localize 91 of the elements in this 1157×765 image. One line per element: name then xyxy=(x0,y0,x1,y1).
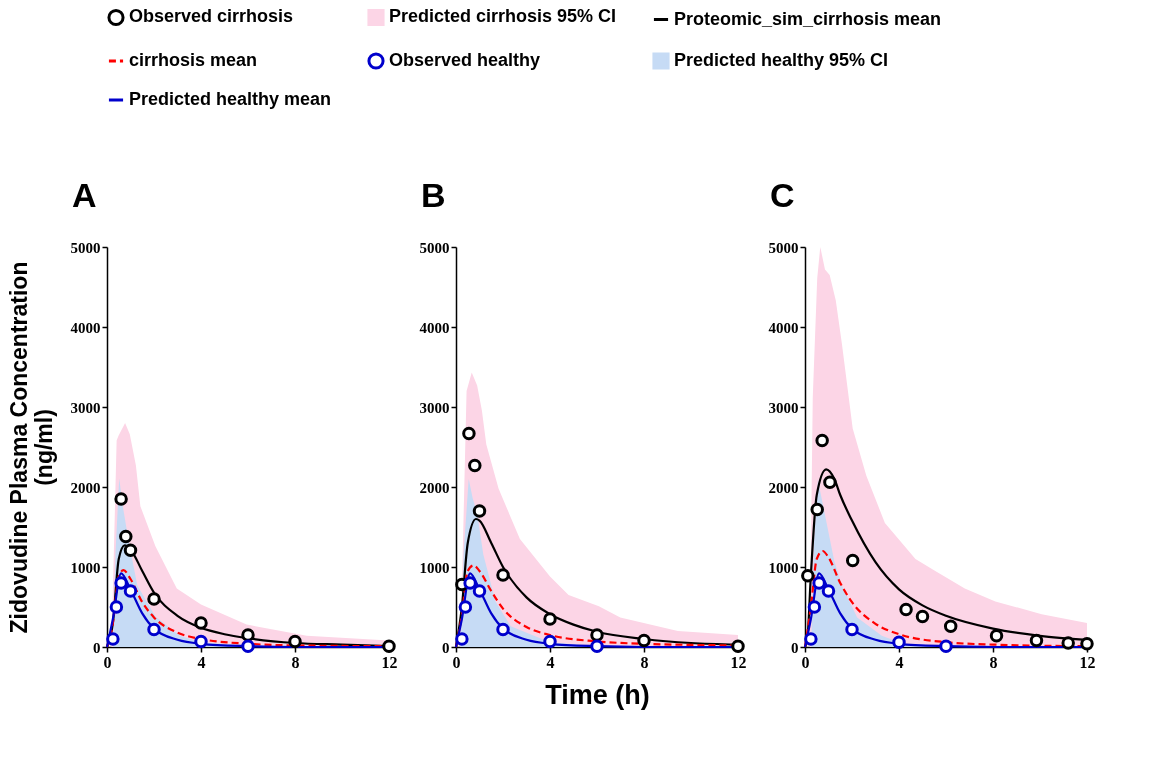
point xyxy=(804,632,818,646)
y-tick-label: 5000 xyxy=(768,239,799,256)
y-tick-label: 4000 xyxy=(70,319,101,336)
y-tick-label: 5000 xyxy=(70,239,101,256)
point xyxy=(899,602,913,617)
chart-title: C xyxy=(770,176,795,214)
point xyxy=(590,628,604,642)
x-tick-label: 4 xyxy=(895,653,904,671)
x-tick-label: 0 xyxy=(801,653,810,671)
y-tick-label: 3000 xyxy=(419,399,450,416)
y-tick-label: 2000 xyxy=(768,479,799,496)
y-tick-label: 4000 xyxy=(768,319,799,336)
y-axis-title: Zidovudine Plasma Concentration (ng/ml) xyxy=(5,261,57,634)
x-tick-label: 8 xyxy=(640,653,649,671)
y-tick-label: 4000 xyxy=(419,319,450,336)
legend-label: Predicted healthy 95% CI xyxy=(674,50,889,70)
y-tick-label: 0 xyxy=(442,639,450,656)
point xyxy=(731,639,745,653)
point xyxy=(288,634,302,649)
point xyxy=(543,612,557,626)
y-tick-label: 2000 xyxy=(419,479,450,496)
point xyxy=(114,492,128,506)
x-tick-label: 0 xyxy=(103,653,112,671)
y-tick-label: 3000 xyxy=(70,399,101,416)
point xyxy=(455,632,469,646)
point xyxy=(496,568,510,582)
point xyxy=(939,639,953,653)
x-tick-label: 8 xyxy=(989,653,998,671)
point xyxy=(468,458,482,473)
point xyxy=(114,576,128,590)
point xyxy=(109,600,124,614)
point xyxy=(815,433,829,448)
point xyxy=(823,475,837,489)
point xyxy=(821,584,836,598)
point xyxy=(543,634,557,649)
point xyxy=(989,629,1004,643)
point xyxy=(123,543,138,557)
x-tick-label: 4 xyxy=(197,653,206,671)
x-axis-title: Time (h) xyxy=(545,679,650,710)
x-tick-label: 8 xyxy=(291,653,300,671)
chart-title: B xyxy=(421,176,446,214)
point xyxy=(845,622,859,637)
point xyxy=(590,639,604,653)
legend-label: Observed cirrhosis xyxy=(129,6,294,27)
point xyxy=(462,426,476,441)
x-tick-label: 12 xyxy=(1079,653,1096,671)
point xyxy=(194,634,208,649)
point xyxy=(241,639,255,653)
point xyxy=(147,622,161,637)
point xyxy=(106,632,120,646)
point xyxy=(458,600,473,614)
x-tick-label: 0 xyxy=(452,653,461,671)
y-tick-label: 2000 xyxy=(70,479,101,496)
point xyxy=(1029,633,1044,648)
point xyxy=(810,502,824,517)
legend-label: Predicted healthy mean xyxy=(129,89,332,109)
point xyxy=(1080,637,1094,651)
y-tick-label: 3000 xyxy=(768,399,799,416)
point xyxy=(807,600,822,614)
point xyxy=(915,609,930,624)
point xyxy=(123,584,138,598)
point xyxy=(496,622,510,637)
y-tick-label: 0 xyxy=(93,639,101,656)
point xyxy=(812,576,826,590)
y-tick-label: 1000 xyxy=(419,559,450,576)
y-tick-label: 1000 xyxy=(70,559,101,576)
y-tick-label: 0 xyxy=(791,639,799,656)
legend-label: cirrhosis mean xyxy=(129,50,258,70)
point xyxy=(382,639,396,653)
point xyxy=(194,616,208,630)
point xyxy=(943,619,958,633)
x-tick-label: 12 xyxy=(730,653,747,671)
point xyxy=(472,504,487,518)
chart-title: A xyxy=(72,176,97,214)
point xyxy=(463,576,477,590)
point xyxy=(1061,636,1075,650)
legend-label: Predicted cirrhosis 95% CI xyxy=(389,6,617,27)
point xyxy=(892,635,906,649)
point xyxy=(119,529,133,544)
point xyxy=(147,592,161,606)
x-tick-label: 4 xyxy=(546,653,555,671)
point xyxy=(637,633,651,648)
point xyxy=(472,584,487,598)
point xyxy=(241,628,255,642)
legend-label: Proteomic_sim_cirrhosis mean xyxy=(674,8,942,29)
y-tick-label: 5000 xyxy=(419,239,450,256)
x-tick-label: 12 xyxy=(381,653,398,671)
y-tick-label: 1000 xyxy=(768,559,799,576)
point xyxy=(801,569,815,583)
point xyxy=(845,553,860,568)
legend-label: Observed healthy xyxy=(389,50,541,70)
